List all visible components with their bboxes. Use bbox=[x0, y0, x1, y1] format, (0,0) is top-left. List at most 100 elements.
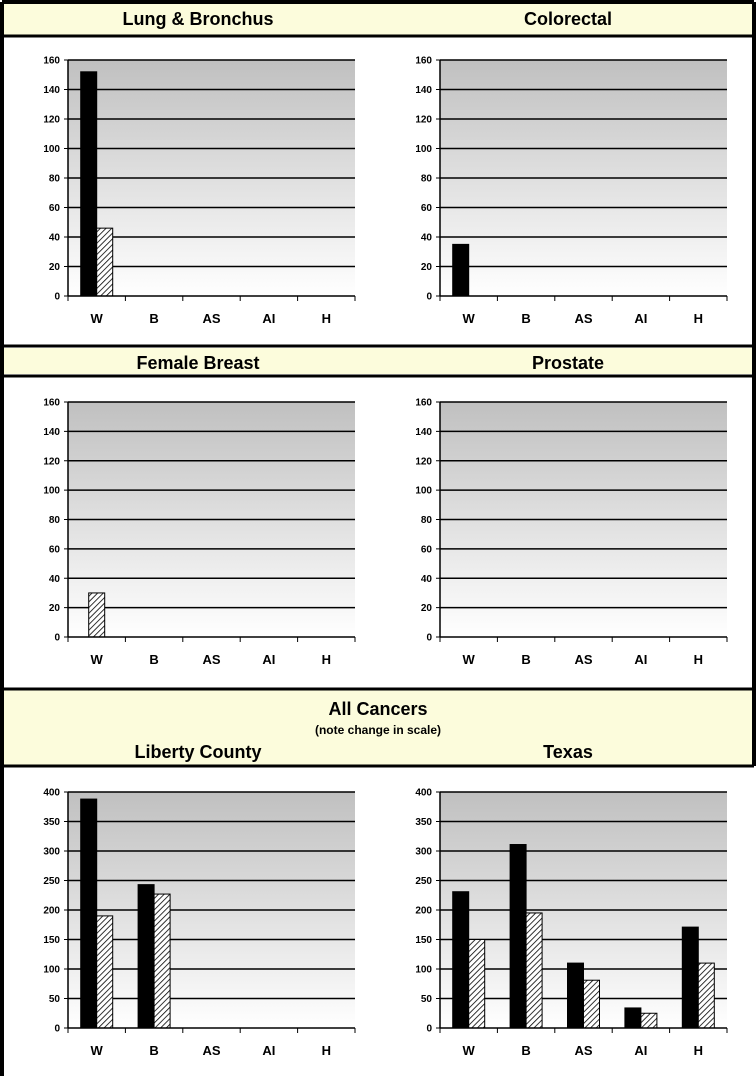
bar-b-hatched bbox=[525, 912, 543, 1029]
y-tick-label: 0 bbox=[426, 633, 432, 644]
x-tick-label: B bbox=[521, 311, 530, 326]
x-tick-label: W bbox=[463, 652, 476, 667]
x-tick-label: B bbox=[149, 311, 158, 326]
bar-b-hatched bbox=[153, 893, 171, 1029]
bar-b-solid bbox=[509, 844, 527, 1029]
title-all-cancers: All Cancers bbox=[328, 699, 427, 719]
y-tick-label: 20 bbox=[49, 603, 61, 614]
x-tick-label: H bbox=[322, 652, 331, 667]
y-tick-label: 50 bbox=[49, 994, 61, 1005]
y-tick-label: 60 bbox=[421, 203, 433, 214]
y-tick-label: 120 bbox=[415, 115, 432, 126]
y-tick-label: 0 bbox=[426, 292, 432, 303]
bar-w-solid bbox=[80, 798, 98, 1029]
header-band-row3 bbox=[3, 690, 753, 766]
x-tick-label: H bbox=[694, 652, 703, 667]
bar-w-hatched bbox=[468, 939, 486, 1029]
y-tick-label: 120 bbox=[415, 456, 432, 467]
y-tick-label: 140 bbox=[415, 427, 432, 438]
x-tick-label: W bbox=[463, 311, 476, 326]
x-tick-label: H bbox=[694, 311, 703, 326]
y-tick-label: 300 bbox=[415, 847, 432, 858]
bar-as-solid bbox=[567, 962, 584, 1029]
bar-w-solid bbox=[452, 891, 470, 1029]
title-liberty-county: Liberty County bbox=[134, 742, 261, 762]
y-tick-label: 140 bbox=[43, 427, 60, 438]
chart-lung: 0 20 40 60 80 100 120 140 160 W B AS AI H bbox=[43, 56, 356, 326]
x-tick-label: H bbox=[322, 1043, 331, 1058]
y-tick-label: 40 bbox=[421, 574, 433, 585]
y-tick-label: 140 bbox=[415, 85, 432, 96]
x-tick-label: B bbox=[521, 652, 530, 667]
subtitle-all-cancers: (note change in scale) bbox=[315, 723, 441, 737]
y-tick-label: 250 bbox=[43, 876, 60, 887]
header-band-row2 bbox=[3, 348, 753, 374]
bar-b-solid bbox=[137, 884, 155, 1029]
y-tick-label: 20 bbox=[421, 262, 433, 273]
title-prostate: Prostate bbox=[532, 353, 604, 373]
bar-as-hatched bbox=[583, 979, 600, 1029]
title-colorectal: Colorectal bbox=[524, 9, 612, 29]
x-tick-label: AI bbox=[634, 1043, 647, 1058]
y-tick-label: 60 bbox=[49, 203, 61, 214]
y-tick-label: 350 bbox=[415, 817, 432, 828]
y-tick-label: 160 bbox=[415, 398, 432, 409]
x-tick-label: AI bbox=[262, 311, 275, 326]
x-tick-label: H bbox=[694, 1043, 703, 1058]
chart-all-liberty: 0 50 100 150 200 250 300 350 400 W B AS AI H bbox=[43, 788, 356, 1058]
y-tick-label: 0 bbox=[426, 1024, 432, 1035]
x-tick-label: W bbox=[91, 652, 104, 667]
y-tick-label: 100 bbox=[43, 486, 60, 497]
x-tick-label: B bbox=[149, 1043, 158, 1058]
y-tick-label: 100 bbox=[43, 965, 60, 976]
bar-w-solid bbox=[452, 243, 470, 297]
y-tick-label: 200 bbox=[415, 906, 432, 917]
y-tick-label: 400 bbox=[415, 788, 432, 799]
y-tick-label: 0 bbox=[54, 1024, 60, 1035]
y-tick-label: 120 bbox=[43, 456, 60, 467]
y-tick-label: 80 bbox=[421, 174, 433, 185]
x-tick-label: B bbox=[521, 1043, 530, 1058]
x-tick-label: W bbox=[91, 311, 104, 326]
y-tick-label: 350 bbox=[43, 817, 60, 828]
x-tick-label: AI bbox=[262, 1043, 275, 1058]
y-tick-label: 250 bbox=[415, 876, 432, 887]
bar-w-hatched bbox=[96, 227, 114, 297]
x-tick-label: AS bbox=[202, 652, 220, 667]
x-tick-label: W bbox=[463, 1043, 476, 1058]
title-lung: Lung & Bronchus bbox=[123, 9, 274, 29]
bar-ai-hatched bbox=[640, 1012, 658, 1029]
y-tick-label: 0 bbox=[54, 292, 60, 303]
y-tick-label: 120 bbox=[43, 115, 60, 126]
y-tick-label: 160 bbox=[43, 56, 60, 67]
y-tick-label: 80 bbox=[421, 515, 433, 526]
x-tick-label: AI bbox=[262, 652, 275, 667]
y-tick-label: 20 bbox=[421, 603, 433, 614]
x-tick-label: AS bbox=[574, 652, 592, 667]
x-tick-label: W bbox=[91, 1043, 104, 1058]
y-tick-label: 100 bbox=[415, 144, 432, 155]
header-band-row1 bbox=[3, 3, 753, 35]
x-tick-label: AS bbox=[574, 1043, 592, 1058]
y-tick-label: 0 bbox=[54, 633, 60, 644]
y-tick-label: 140 bbox=[43, 85, 60, 96]
title-texas: Texas bbox=[543, 742, 593, 762]
bar-w-hatched bbox=[88, 592, 106, 638]
x-tick-label: AI bbox=[634, 652, 647, 667]
x-tick-label: AI bbox=[634, 311, 647, 326]
y-tick-label: 20 bbox=[49, 262, 61, 273]
y-tick-label: 40 bbox=[49, 574, 61, 585]
y-tick-label: 150 bbox=[415, 935, 432, 946]
y-tick-label: 80 bbox=[49, 174, 61, 185]
bar-w-solid bbox=[80, 71, 98, 297]
y-tick-label: 100 bbox=[43, 144, 60, 155]
y-tick-label: 50 bbox=[421, 994, 433, 1005]
y-tick-label: 300 bbox=[43, 847, 60, 858]
y-tick-label: 200 bbox=[43, 906, 60, 917]
y-tick-label: 150 bbox=[43, 935, 60, 946]
y-tick-label: 160 bbox=[415, 56, 432, 67]
x-tick-label: B bbox=[149, 652, 158, 667]
chart-prostate: 0 20 40 60 80 100 120 140 160 W B AS AI H bbox=[415, 398, 728, 667]
